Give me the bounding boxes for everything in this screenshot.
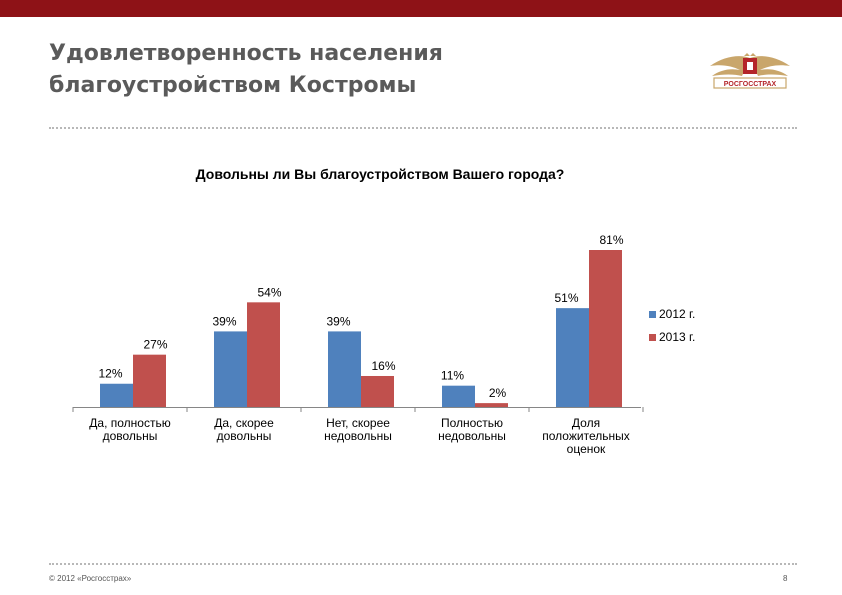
- bar-2012: [328, 331, 361, 407]
- data-label: 2%: [489, 386, 507, 400]
- category-label: недовольны: [324, 429, 392, 443]
- logo-text: РОСГОССТРАХ: [724, 81, 777, 88]
- chart-title: Довольны ли Вы благоустройством Вашего г…: [195, 166, 565, 182]
- page-title: Удовлетворенность населения благоустройс…: [49, 41, 443, 98]
- data-label: 27%: [143, 338, 167, 352]
- data-label: 39%: [326, 314, 350, 328]
- bar-2013: [361, 375, 394, 407]
- data-label: 16%: [371, 359, 395, 373]
- legend-swatch-2013: [649, 334, 656, 341]
- data-label: 81%: [599, 233, 623, 247]
- bar-2013: [475, 403, 508, 407]
- page-number: 8: [783, 574, 788, 583]
- legend-label: 2012 г.: [659, 307, 695, 321]
- category-label: Полностью: [441, 416, 503, 430]
- legend-label: 2013 г.: [659, 330, 695, 344]
- data-label: 39%: [212, 314, 236, 328]
- bar-2012: [442, 385, 475, 407]
- legend-swatch-2012: [649, 311, 656, 318]
- bar-2012: [556, 308, 589, 407]
- category-label: Нет, скорее: [326, 416, 390, 430]
- company-logo: РОСГОССТРАХ: [710, 53, 790, 89]
- bar-2013: [247, 302, 280, 407]
- category-label: недовольны: [438, 429, 506, 443]
- header-divider: [49, 127, 797, 129]
- category-label: положительных: [542, 429, 629, 443]
- bar-2013: [133, 354, 166, 407]
- footer-divider: [49, 563, 797, 565]
- top-accent-bar: [0, 0, 842, 17]
- data-label: 54%: [257, 285, 281, 299]
- data-label: 12%: [98, 367, 122, 381]
- category-label: оценок: [567, 442, 606, 456]
- category-label: довольны: [103, 429, 158, 443]
- copyright-text: © 2012 «Росгосстрах»: [49, 574, 132, 583]
- bar-2013: [589, 250, 622, 407]
- category-label: Да, полностью: [89, 416, 170, 430]
- category-label: довольны: [217, 429, 272, 443]
- data-label: 11%: [441, 369, 464, 383]
- bar-2012: [214, 331, 247, 407]
- data-label: 51%: [554, 291, 578, 305]
- category-label: Да, скорее: [214, 416, 274, 430]
- bar-2012: [100, 383, 133, 407]
- category-label: Доля: [572, 416, 600, 430]
